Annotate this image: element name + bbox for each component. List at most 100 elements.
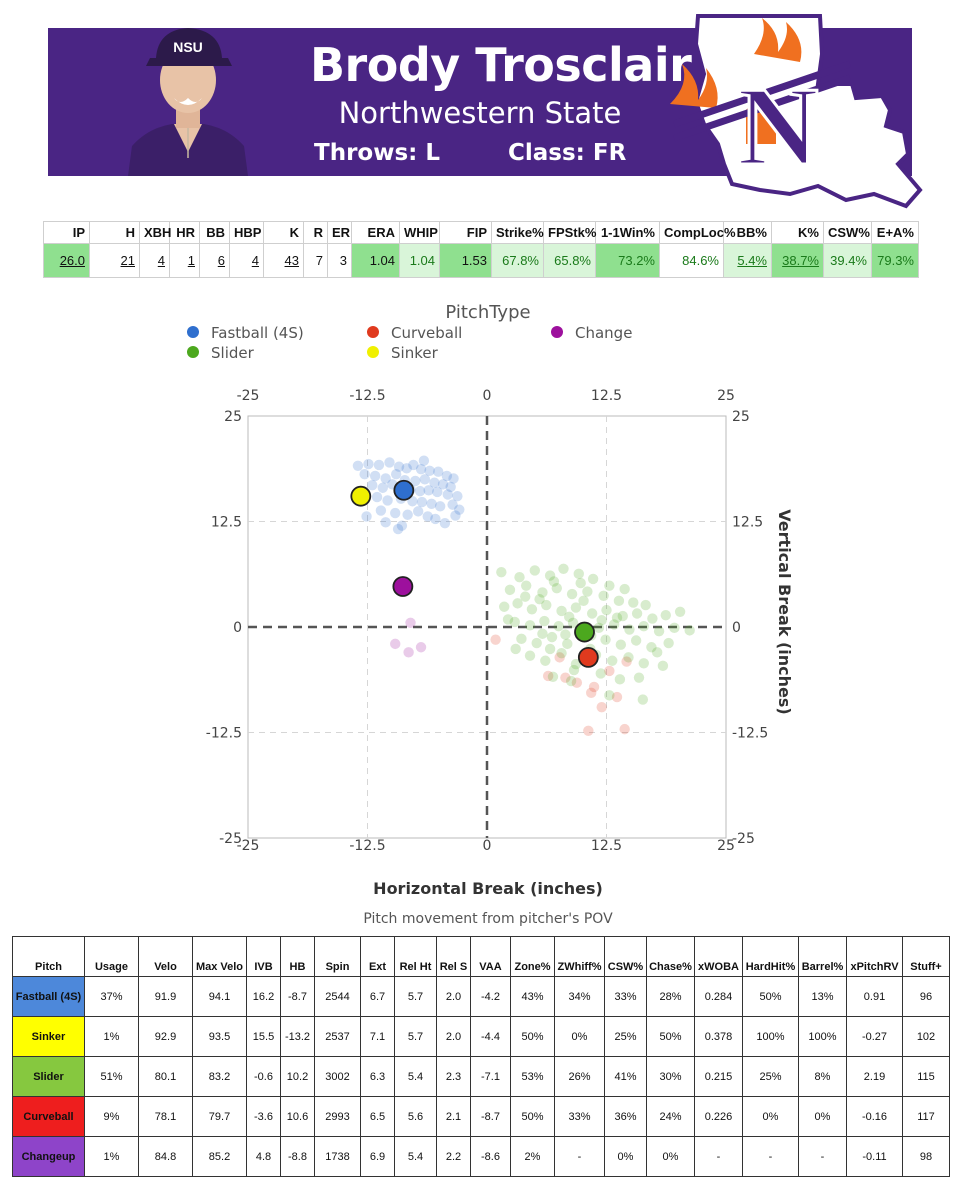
pitch-point (418, 455, 430, 466)
pitch-point (617, 610, 628, 622)
y-tick-label-right: 0 (732, 620, 741, 636)
pitch-point (416, 496, 428, 508)
legend-marker (187, 326, 199, 338)
x-tick-label-bottom: -25 (237, 838, 260, 854)
pitch-point (377, 482, 388, 493)
season-header-cell: XBH (139, 221, 171, 244)
pitch-header-cell: Pitch (12, 936, 85, 977)
pitch-value-cell: 80.1 (138, 1056, 193, 1097)
pitch-point (564, 611, 575, 623)
season-header-cell: IP (43, 221, 90, 244)
season-value-cell: 1.53 (439, 243, 492, 278)
pitch-point (619, 583, 630, 595)
pitch-point (546, 631, 558, 643)
pitch-value-cell: 0% (742, 1096, 799, 1137)
pitch-value-cell: 0% (554, 1016, 605, 1057)
pitch-header-cell: Ext (360, 936, 395, 977)
pitch-point (593, 622, 605, 634)
pitch-header-cell: Max Velo (192, 936, 247, 977)
pitch-value-cell: 8% (798, 1056, 847, 1097)
pitch-point (496, 566, 507, 578)
swords-graphic (672, 60, 852, 142)
team-logo: N (670, 14, 923, 209)
pitch-value-cell: 25% (604, 1016, 647, 1057)
pitch-row: Changeup 1% 84.8 85.2 4.8 -8.8 1738 6.9 5.4 2.2 -8… (12, 1136, 950, 1177)
pitch-value-cell: 51% (84, 1056, 139, 1097)
pitch-point (611, 691, 623, 703)
pitch-value-cell: 5.7 (394, 976, 437, 1017)
season-stats-value-row: 26.0 21 4 1 6 4 43 7 3 1.04 1.04 1.53 67.8% 65.8% 73.2… (43, 243, 919, 278)
pitch-point (638, 658, 649, 669)
legend-label: Slider (211, 344, 255, 362)
pitch-point (570, 658, 582, 670)
pitch-point (614, 674, 626, 685)
pitch-point (502, 614, 514, 625)
pitch-point (547, 671, 559, 682)
season-value-cell: 39.4% (823, 243, 872, 278)
pitch-point (373, 459, 385, 471)
chart-average-markers (350, 479, 599, 668)
season-value-cell: 7 (303, 243, 328, 278)
season-header-cell: 1-1Win% (595, 221, 660, 244)
pitch-value-cell: 53% (510, 1056, 555, 1097)
season-value-cell: 4 (229, 243, 264, 278)
pitch-point (504, 584, 516, 596)
season-value-cell: 6 (199, 243, 230, 278)
y-tick-label-right: -12.5 (732, 726, 768, 742)
pitch-header-cell: Rel Ht (394, 936, 437, 977)
pitch-point (512, 598, 523, 609)
x-tick-label-bottom: -12.5 (349, 838, 385, 854)
season-value-cell: 5.4% (723, 243, 772, 278)
pitch-point (537, 587, 548, 598)
pitch-point (567, 617, 579, 628)
season-value-cell: 65.8% (543, 243, 596, 278)
pitch-value-cell: 6.5 (360, 1096, 395, 1137)
pitch-point (434, 501, 446, 512)
pitch-point (537, 628, 548, 639)
pitch-point (367, 480, 378, 491)
pitch-point (630, 635, 642, 646)
pitch-point (384, 457, 395, 468)
pitch-point (615, 639, 627, 650)
pitch-point (551, 582, 562, 594)
pitch-value-cell: -4.2 (470, 976, 511, 1017)
logo-letter: N (738, 65, 819, 189)
pitch-point (565, 675, 577, 687)
pitch-point (401, 463, 412, 474)
pitch-value-cell: 94.1 (192, 976, 247, 1017)
pitch-value-cell: 98 (902, 1136, 950, 1177)
pitch-point (402, 509, 413, 520)
pitch-point (539, 615, 550, 627)
pitch-point (586, 608, 598, 619)
season-header-cell: ER (327, 221, 352, 244)
pitch-point (586, 687, 597, 699)
pitch-value-cell: 34% (554, 976, 605, 1017)
pitch-value-cell: 2544 (314, 976, 361, 1017)
pitch-value-cell: -4.4 (470, 1016, 511, 1057)
pitch-point (490, 634, 501, 645)
pitch-point (587, 573, 599, 585)
pitch-value-cell: 6.7 (360, 976, 395, 1017)
pitch-point (352, 460, 364, 471)
pitch-value-cell: 2.19 (846, 1056, 903, 1097)
pitch-point (520, 591, 531, 602)
player-name: Brody Trosclair (310, 38, 692, 92)
pitch-value-cell: 100% (798, 1016, 847, 1057)
pitch-value-cell: 102 (902, 1016, 950, 1057)
season-header-cell: HBP (229, 221, 264, 244)
pitch-point (359, 469, 370, 480)
pitch-row: Fastball (4S) 37% 91.9 94.1 16.2 -8.7 2544 6.7 5… (12, 976, 950, 1017)
season-header-cell: BB (199, 221, 230, 244)
pitch-point (544, 570, 556, 581)
season-value-cell: 4 (139, 243, 170, 278)
pitch-value-cell: 91.9 (138, 976, 193, 1017)
pitch-header-cell: CSW% (604, 936, 647, 977)
pitch-value-cell: 5.6 (394, 1096, 437, 1137)
pitch-header-cell: HardHit% (742, 936, 799, 977)
season-header-cell: WHIP (399, 221, 440, 244)
pitch-header-cell: Spin (314, 936, 361, 977)
pitch-value-cell: 93.5 (192, 1016, 247, 1057)
state-outline (693, 14, 923, 209)
pitch-point (448, 473, 459, 484)
pitch-header-cell: Barrel% (798, 936, 847, 977)
